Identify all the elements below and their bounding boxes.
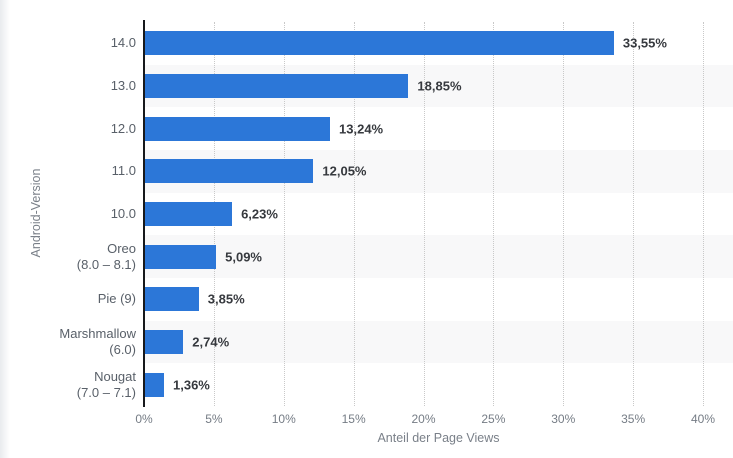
category-label: 12.0 [110,120,136,136]
x-tick-label: 25% [481,412,506,426]
value-label: 3,85% [207,291,245,307]
category-label: 11.0 [111,163,136,179]
y-axis-title: Android-Version [29,168,43,258]
value-label: 5,09% [225,249,262,265]
gridline [633,22,635,406]
panel-left-edge-shadow [0,0,10,458]
category-label: Marshmallow (6.0) [59,326,136,357]
gridline [423,22,425,406]
value-label: 13,24% [339,121,384,137]
value-label: 6,23% [241,206,278,222]
row-stripe [144,320,733,364]
row-stripe [144,235,733,278]
x-tick-label: 40% [690,412,716,426]
gridline [563,22,565,406]
gridline [703,22,704,406]
x-tick-label: 5% [205,412,223,426]
category-label: Nougat (7.0 – 7.1) [76,368,136,400]
bar-13-0 [145,74,409,98]
bar-nougat [145,372,164,397]
x-tick-label: 35% [621,412,646,426]
gridline [283,22,285,406]
bar-10-0 [145,202,233,226]
category-label: 14.0 [110,35,136,51]
gridline [493,22,495,406]
x-axis-title: Anteil der Page Views [377,431,500,445]
y-axis-line [143,20,145,407]
x-tick-label: 20% [411,412,436,426]
category-label: 13.0 [110,78,136,93]
bar-marshmallow [145,330,184,354]
value-label: 1,36% [173,377,210,393]
bar-14-0 [145,31,614,56]
x-tick-label: 10% [271,412,296,426]
bar-oreo [145,244,217,269]
gridline [353,22,355,406]
value-label: 2,74% [192,334,230,350]
value-label: 18,85% [417,78,462,94]
value-label: 33,55% [622,35,667,51]
bar-11-0 [145,159,314,184]
bar-12-0 [145,116,331,141]
category-label: Pie (9) [97,291,136,307]
bar-pie-9- [145,287,199,312]
category-label: 10.0 [110,206,136,221]
x-tick-label: 30% [551,412,576,426]
x-tick-label: 0% [135,412,153,426]
value-label: 12,05% [322,163,367,179]
x-tick-label: 15% [341,412,366,426]
category-label: Oreo (8.0 – 8.1) [76,240,136,272]
